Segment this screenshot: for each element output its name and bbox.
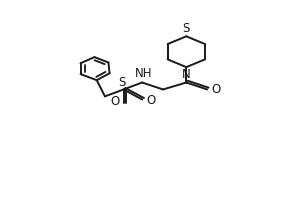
Text: O: O [212,83,221,96]
Text: S: S [119,76,126,89]
Text: N: N [182,68,191,81]
Text: O: O [147,94,156,107]
Text: O: O [110,95,119,108]
Text: NH: NH [134,67,152,80]
Text: S: S [183,22,190,35]
